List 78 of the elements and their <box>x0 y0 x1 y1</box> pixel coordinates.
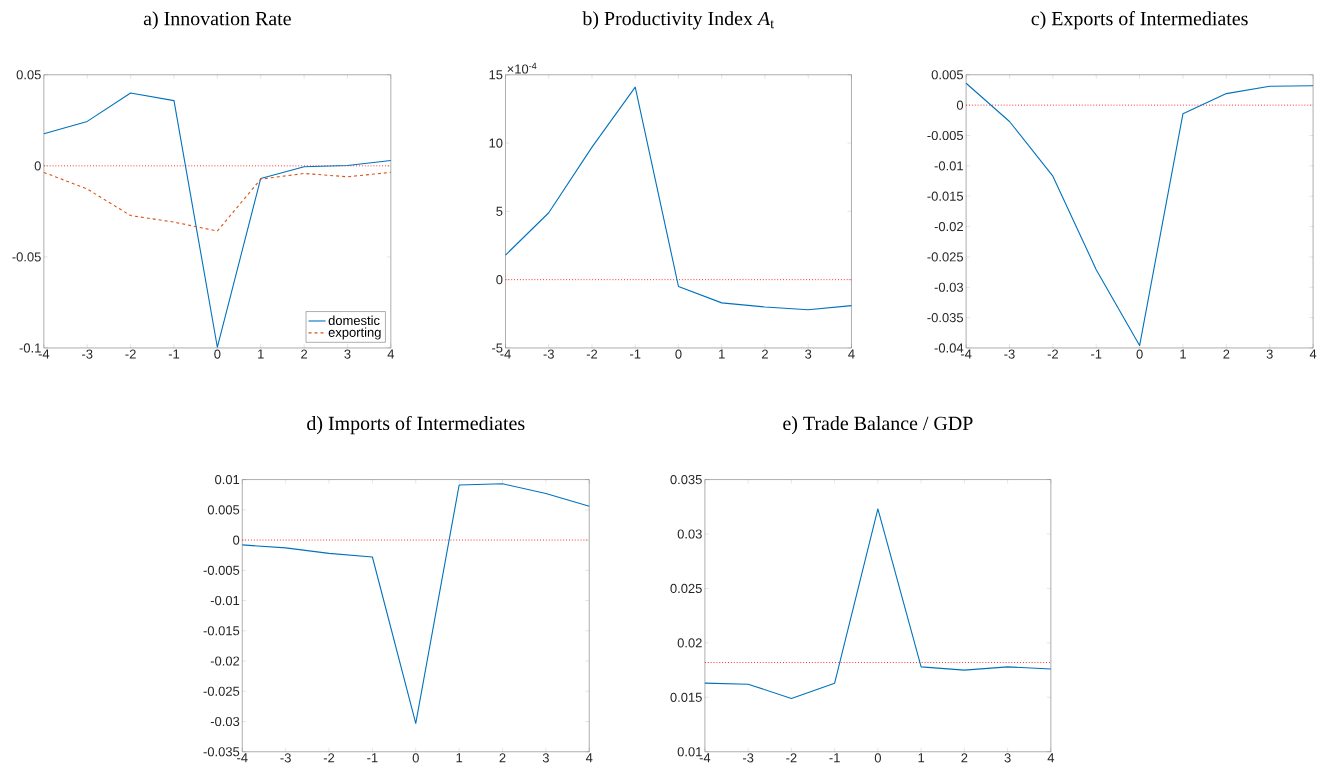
x-tick-label: 3 <box>1004 753 1011 763</box>
y-tick-label: 0 <box>956 100 964 110</box>
x-tick-label: -1 <box>1091 349 1102 359</box>
x-tick-label: -3 <box>280 753 291 763</box>
x-tick-label: -1 <box>168 349 180 359</box>
x-tick-label: 1 <box>258 349 264 359</box>
chart-title: b) Productivity Index A$_{t}$ <box>582 11 774 30</box>
y-tick-label: -0.02 <box>934 222 963 232</box>
x-tick-label: 3 <box>805 349 812 359</box>
x-tick-label: 3 <box>1266 349 1273 359</box>
y-tick-label: -0.01 <box>934 161 963 171</box>
x-tick-label: 1 <box>918 753 925 763</box>
chart-title: c) Exports of Intermediates <box>1031 11 1248 30</box>
x-tick-label: 1 <box>456 753 463 763</box>
x-tick-label: -3 <box>742 753 754 763</box>
x-tick-label: 4 <box>387 349 395 359</box>
x-tick-label: -2 <box>323 753 335 763</box>
y-tick-label: -0.005 <box>203 565 240 576</box>
x-tick-label: -1 <box>367 753 378 763</box>
y-tick-label: 0.05 <box>16 70 41 80</box>
y-tick-label: -0.02 <box>210 656 240 666</box>
x-tick-label: 1 <box>1180 349 1186 359</box>
y-tick-label: -0.05 <box>12 252 41 262</box>
x-tick-label: 4 <box>585 753 593 763</box>
x-tick-label: 2 <box>499 753 506 763</box>
x-tick-label: -4 <box>237 753 248 763</box>
x-tick-label: -1 <box>829 753 840 763</box>
y-tick-label: 0.01 <box>215 475 240 485</box>
y-tick-label: 0 <box>496 275 503 285</box>
x-tick-label: 0 <box>1136 349 1143 359</box>
y-tick-label: 5 <box>496 207 503 217</box>
x-tick-label: -3 <box>1004 349 1015 359</box>
y-tick-label: 0.035 <box>670 475 702 485</box>
x-tick-label: -2 <box>1047 349 1058 359</box>
legend-label: domestic <box>328 315 380 326</box>
y-tick-label: 0.025 <box>670 584 702 594</box>
y-tick-label: -0.015 <box>203 626 240 636</box>
y-tick-label: 15 <box>489 70 503 80</box>
x-tick-label: -2 <box>586 349 598 359</box>
x-tick-label: 3 <box>344 349 351 359</box>
chart-title: e) Trade Balance / GDP <box>783 416 973 435</box>
y-tick-label: 10 <box>489 138 503 148</box>
y-tick-label: -0.01 <box>210 596 240 606</box>
x-tick-label: -2 <box>786 753 797 763</box>
y-tick-label: 0.005 <box>207 505 240 515</box>
y-tick-label: 0 <box>34 161 41 171</box>
y-tick-label: 0.005 <box>931 70 964 80</box>
y-tick-label: -0.005 <box>927 131 964 141</box>
y-tick-label: -0.025 <box>927 252 964 262</box>
y-tick-label: 0.015 <box>670 692 702 703</box>
y-tick-label: -0.035 <box>927 313 964 323</box>
x-tick-label: 3 <box>542 753 549 763</box>
x-tick-label: 2 <box>762 349 768 359</box>
x-tick-label: 2 <box>1223 349 1230 359</box>
x-tick-label: 0 <box>874 753 881 763</box>
x-tick-label: 4 <box>1047 753 1055 763</box>
chart-title: d) Imports of Intermediates <box>307 416 525 435</box>
y-tick-label: -0.025 <box>203 686 240 697</box>
chart-title: a) Innovation Rate <box>143 11 291 30</box>
x-tick-label: -3 <box>543 349 554 359</box>
x-tick-label: 0 <box>412 753 419 763</box>
y-tick-label: 0.02 <box>677 638 702 648</box>
x-tick-label: 2 <box>961 753 968 763</box>
x-tick-label: -2 <box>125 349 136 359</box>
y-tick-label: 0.03 <box>677 529 702 539</box>
y-tick-label: -0.035 <box>203 747 240 757</box>
legend-label: exporting <box>328 327 381 340</box>
x-tick-label: 4 <box>848 349 855 359</box>
y-tick-label: -0.03 <box>210 717 240 727</box>
text: ×10$^{-4}$ <box>507 63 537 74</box>
x-tick-label: -3 <box>82 349 93 359</box>
x-tick-label: -1 <box>630 349 641 359</box>
y-tick-label: -0.03 <box>934 282 964 292</box>
x-tick-label: 4 <box>1309 349 1317 359</box>
x-tick-label: 2 <box>301 349 308 359</box>
y-tick-label: 0 <box>233 535 240 545</box>
y-tick-label: -0.015 <box>927 191 964 201</box>
x-tick-label: 1 <box>719 349 725 359</box>
